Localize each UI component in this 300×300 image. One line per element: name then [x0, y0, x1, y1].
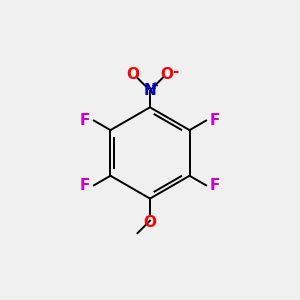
Text: F: F — [80, 178, 90, 193]
Text: N: N — [144, 83, 156, 98]
Text: F: F — [210, 113, 220, 128]
Text: F: F — [80, 113, 90, 128]
Text: O: O — [160, 67, 173, 82]
Text: -: - — [172, 64, 179, 79]
Text: O: O — [127, 67, 140, 82]
Text: +: + — [151, 80, 159, 91]
Text: F: F — [210, 178, 220, 193]
Text: O: O — [143, 215, 157, 230]
